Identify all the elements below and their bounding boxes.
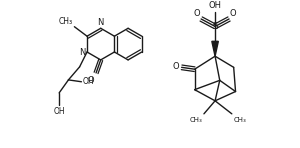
- Text: O: O: [172, 62, 179, 71]
- Text: N: N: [98, 18, 104, 27]
- Text: CH₃: CH₃: [234, 117, 246, 123]
- Text: OH: OH: [82, 77, 94, 86]
- Text: O: O: [230, 9, 237, 18]
- Text: CH₃: CH₃: [58, 17, 73, 26]
- Text: OH: OH: [208, 1, 222, 10]
- Text: O: O: [88, 76, 94, 85]
- Text: N: N: [79, 48, 85, 57]
- Text: CH₃: CH₃: [189, 117, 202, 123]
- Text: O: O: [194, 9, 200, 18]
- Polygon shape: [212, 41, 218, 56]
- Text: S: S: [212, 22, 218, 31]
- Text: OH: OH: [53, 107, 65, 116]
